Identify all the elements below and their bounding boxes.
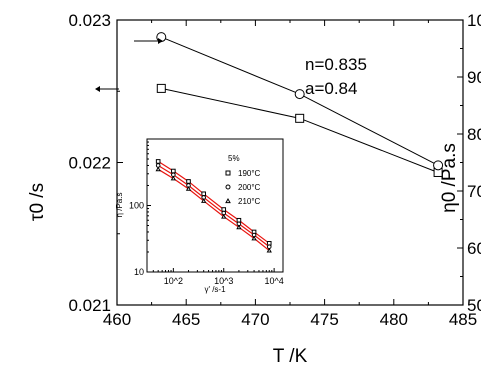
y-right-tick-label: 1000 [467, 11, 481, 30]
inset-legend-circle-icon [225, 184, 231, 190]
inset-triangle-point [236, 224, 242, 230]
inset-circle-fit-line [157, 164, 270, 248]
y-right-tick-label: 800 [467, 125, 481, 144]
x-tick-label: 475 [310, 310, 338, 329]
y-left-tick-label: 0.021 [68, 296, 111, 315]
inset-legend-square-icon [225, 170, 231, 176]
x-axis-title: T /K [273, 346, 308, 367]
inset-triangle-point [201, 198, 207, 203]
y-left-tick-label: 0.022 [68, 154, 111, 173]
annotation-label: a=0.84 [305, 79, 357, 98]
inset-x-axis-title: γ' /s-1 [204, 285, 226, 294]
y-right-tick-label: 500 [467, 296, 481, 315]
inset-x-tick-label: 10^4 [265, 276, 284, 286]
inset-legend-label: 210°C [238, 197, 261, 206]
inset-square-point [186, 179, 191, 184]
y-left-axis-title: τ0 /s [27, 183, 48, 221]
x-tick-label: 485 [449, 310, 477, 329]
inset-triangle-point [251, 235, 257, 241]
inset-triangle-point [170, 175, 176, 181]
right-axis-arrowhead-icon [158, 38, 163, 44]
y-right-axis-title: η0 /Pa.s [439, 143, 460, 213]
inset-square-point [155, 159, 161, 164]
x-tick-label: 480 [380, 310, 408, 329]
y-right-tick-label: 600 [467, 239, 481, 258]
inset-square-point [171, 168, 176, 174]
inset-y-tick-label: 100 [129, 201, 144, 211]
circle-series-point [294, 89, 305, 100]
y-right-tick-label: 700 [467, 182, 481, 201]
inset-y-tick-label: 10 [134, 267, 144, 277]
inset-legend-triangle-icon [225, 197, 231, 204]
left-axis-arrowhead-icon [95, 86, 100, 92]
inset-legend-label: 190°C [238, 169, 261, 178]
inset-triangle-point [185, 186, 192, 191]
inset-frame [146, 138, 284, 273]
inset-triangle-point [155, 166, 161, 172]
inset-square-point [201, 191, 206, 197]
inset-x-tick-label: 10^3 [214, 276, 233, 286]
inset-legend-title: 5% [228, 154, 240, 163]
annotation-label: n=0.835 [305, 55, 367, 74]
inset-x-tick-label: 10^2 [164, 276, 183, 286]
inset-square-fit-line [157, 160, 270, 244]
x-tick-label: 470 [241, 310, 269, 329]
inset-legend-label: 200°C [238, 183, 261, 192]
square-series-point [295, 113, 305, 123]
inset-triangle-point [221, 213, 227, 219]
y-left-tick-label: 0.023 [68, 11, 111, 30]
square-series-point [156, 83, 166, 93]
x-tick-label: 460 [103, 310, 131, 329]
inset-triangle-point [266, 247, 272, 253]
y-right-tick-label: 900 [467, 68, 481, 87]
inset-y-axis-title: η /Pa.s [115, 193, 124, 218]
circle-series-point [433, 160, 444, 171]
x-tick-label: 465 [172, 310, 200, 329]
inset-square-point [236, 217, 242, 223]
